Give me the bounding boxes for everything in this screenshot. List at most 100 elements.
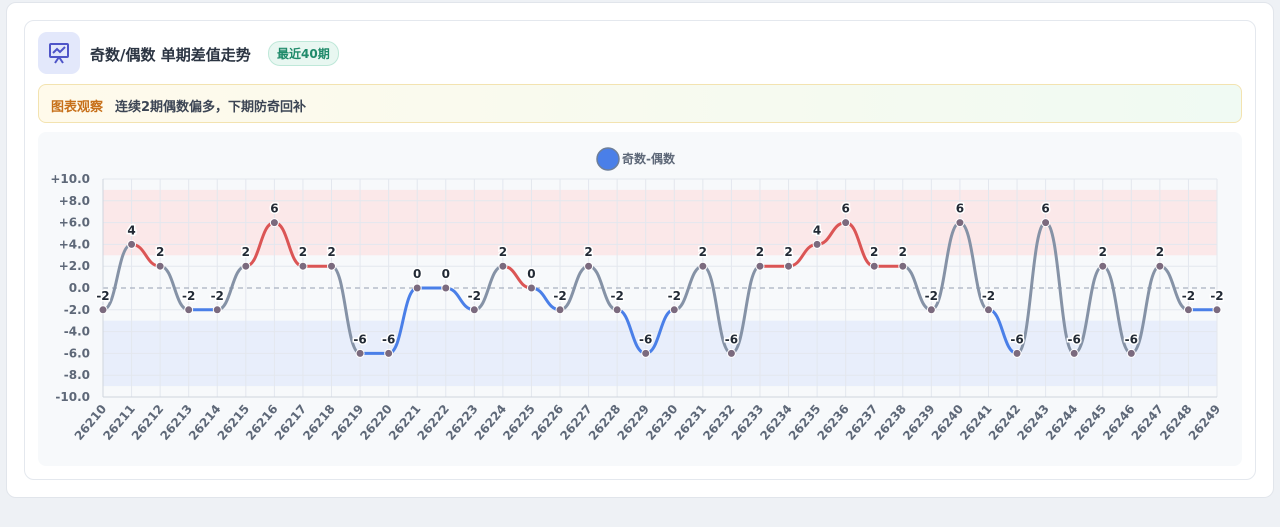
y-tick-label: -8.0 — [64, 368, 90, 382]
value-label: 2 — [784, 245, 792, 259]
point — [869, 261, 879, 271]
line-segment — [930, 221, 961, 312]
point — [526, 283, 536, 293]
value-label: -2 — [610, 289, 623, 303]
value-label: 6 — [956, 202, 964, 216]
point — [155, 261, 165, 271]
y-tick-label: +10.0 — [50, 172, 90, 186]
point — [1098, 261, 1108, 271]
value-label: -2 — [925, 289, 938, 303]
point — [841, 218, 851, 228]
y-tick-label: +6.0 — [59, 216, 90, 230]
value-label: -6 — [1010, 332, 1023, 346]
point — [955, 218, 965, 228]
point — [412, 283, 422, 293]
line-segment — [959, 221, 990, 312]
point — [1183, 305, 1193, 315]
value-label: -2 — [182, 289, 195, 303]
line-segment — [330, 264, 361, 355]
y-tick-label: -10.0 — [55, 390, 90, 404]
value-label: 6 — [270, 202, 278, 216]
value-label: 4 — [813, 223, 821, 237]
value-label: 2 — [870, 245, 878, 259]
point — [269, 218, 279, 228]
value-label: 2 — [899, 245, 907, 259]
value-label: -6 — [1125, 332, 1138, 346]
point — [1212, 305, 1222, 315]
card-title: 奇数/偶数 单期差值走势 — [90, 46, 251, 64]
value-label: 2 — [1156, 245, 1164, 259]
observation-label: 图表观察 — [51, 100, 104, 115]
point — [184, 305, 194, 315]
observation-text: 连续2期偶数偏多，下期防奇回补 — [115, 100, 307, 115]
value-label: 6 — [841, 202, 849, 216]
value-label: -2 — [211, 289, 224, 303]
point — [127, 239, 137, 249]
icon-graphic — [49, 43, 69, 64]
point — [926, 305, 936, 315]
line-segment — [730, 264, 761, 355]
point — [241, 261, 251, 271]
value-label: -2 — [96, 289, 109, 303]
y-tick-label: 0.0 — [69, 281, 90, 295]
value-label: 2 — [584, 245, 592, 259]
value-label: -2 — [982, 289, 995, 303]
value-label: 0 — [442, 267, 450, 281]
line-segment — [1130, 264, 1161, 355]
value-label: -6 — [725, 332, 738, 346]
y-tick-label: -2.0 — [64, 303, 90, 317]
value-label: 0 — [527, 267, 535, 281]
value-label: 2 — [156, 245, 164, 259]
point — [1069, 348, 1079, 358]
value-label: -2 — [468, 289, 481, 303]
point — [98, 305, 108, 315]
point — [1012, 348, 1022, 358]
point — [812, 239, 822, 249]
legend-label: 奇数-偶数 — [622, 151, 676, 166]
badge: 最近40期 — [268, 41, 339, 66]
value-label: 4 — [127, 223, 135, 237]
value-label: -2 — [1182, 289, 1195, 303]
line-segment — [1016, 221, 1047, 355]
point — [441, 283, 451, 293]
line-segment — [1102, 264, 1133, 355]
point — [469, 305, 479, 315]
point — [612, 305, 622, 315]
point — [327, 261, 337, 271]
line-segment — [1073, 264, 1104, 355]
point — [784, 261, 794, 271]
point — [641, 348, 651, 358]
y-tick-label: -6.0 — [64, 346, 90, 360]
point — [584, 261, 594, 271]
value-label: 2 — [756, 245, 764, 259]
value-label: -2 — [553, 289, 566, 303]
line-segment — [702, 264, 733, 355]
value-label: -6 — [353, 332, 366, 346]
value-label: -6 — [382, 332, 395, 346]
value-label: -6 — [639, 332, 652, 346]
point — [384, 348, 394, 358]
y-tick-label: +4.0 — [59, 237, 90, 251]
chart-panel — [38, 132, 1242, 466]
point — [983, 305, 993, 315]
point — [1126, 348, 1136, 358]
point — [355, 348, 365, 358]
value-label: 6 — [1041, 202, 1049, 216]
y-tick-label: -4.0 — [64, 325, 90, 339]
point — [726, 348, 736, 358]
value-label: 2 — [299, 245, 307, 259]
y-tick-label: +2.0 — [59, 259, 90, 273]
value-label: -2 — [668, 289, 681, 303]
value-label: 2 — [699, 245, 707, 259]
line-segment — [1044, 221, 1076, 355]
value-label: -2 — [1210, 289, 1223, 303]
point — [555, 305, 565, 315]
legend-swatch — [596, 147, 620, 171]
value-label: 2 — [242, 245, 250, 259]
point — [1155, 261, 1165, 271]
point — [698, 261, 708, 271]
value-label: 0 — [413, 267, 421, 281]
value-label: 2 — [499, 245, 507, 259]
